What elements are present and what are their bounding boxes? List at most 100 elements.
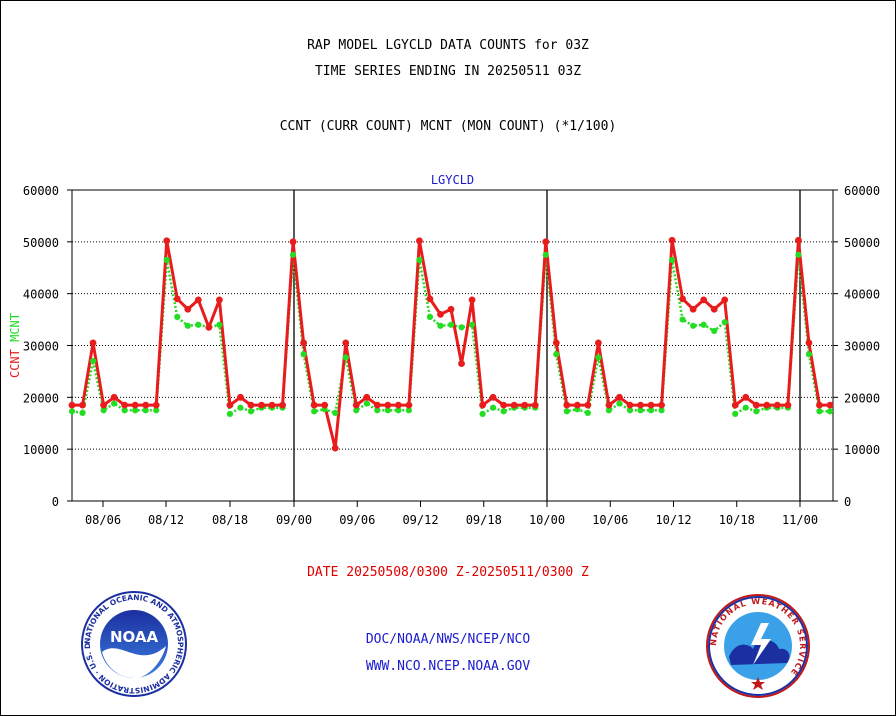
x-tick-label: 10/12 bbox=[655, 513, 691, 527]
data-point-ccnt bbox=[563, 401, 571, 409]
x-tick-label: 09/06 bbox=[339, 513, 375, 527]
data-point-mcnt bbox=[100, 407, 107, 414]
x-tick-label: 09/00 bbox=[276, 513, 312, 527]
data-point-ccnt bbox=[626, 401, 634, 409]
x-tick-label: 08/06 bbox=[85, 513, 121, 527]
data-point-mcnt bbox=[395, 407, 402, 414]
x-tick-label: 10/00 bbox=[529, 513, 565, 527]
y-tick-label-left: 30000 bbox=[23, 340, 59, 354]
website-link[interactable]: WWW.NCO.NCEP.NOAA.GOV bbox=[365, 659, 531, 674]
data-point-mcnt bbox=[311, 408, 318, 415]
data-point-ccnt bbox=[173, 295, 181, 303]
y-tick-label-right: 0 bbox=[844, 495, 851, 509]
data-point-ccnt bbox=[647, 401, 655, 409]
data-point-ccnt bbox=[405, 401, 413, 409]
data-point-mcnt bbox=[468, 321, 476, 328]
chart-title-line1: RAP MODEL LGYCLD DATA COUNTS for 03Z bbox=[307, 38, 589, 53]
y-axis-label-mcnt: MCNT bbox=[8, 313, 22, 342]
data-point-mcnt bbox=[753, 408, 760, 415]
data-point-ccnt bbox=[184, 305, 192, 313]
data-point-ccnt bbox=[763, 401, 771, 409]
y-tick-label-left: 20000 bbox=[23, 391, 59, 405]
data-point-ccnt bbox=[258, 401, 265, 409]
y-tick-label-right: 30000 bbox=[844, 340, 880, 354]
data-point-ccnt bbox=[426, 295, 434, 303]
data-point-ccnt bbox=[215, 296, 223, 304]
data-point-mcnt bbox=[542, 251, 549, 258]
data-point-mcnt bbox=[668, 256, 676, 264]
data-point-mcnt bbox=[363, 400, 370, 407]
y-tick-label-left: 10000 bbox=[23, 443, 59, 457]
data-point-ccnt bbox=[795, 236, 802, 244]
data-point-ccnt bbox=[152, 401, 160, 409]
data-point-mcnt bbox=[195, 321, 202, 328]
org-path-link[interactable]: DOC/NOAA/NWS/NCEP/NCO bbox=[365, 632, 531, 647]
data-point-ccnt bbox=[110, 393, 118, 401]
x-tick-label: 11/00 bbox=[782, 513, 818, 527]
data-point-mcnt bbox=[374, 407, 381, 414]
chart-subtitle: CCNT (CURR COUNT) MCNT (MON COUNT) (*1/1… bbox=[279, 119, 617, 134]
data-point-mcnt bbox=[163, 256, 170, 264]
data-point-ccnt bbox=[79, 401, 86, 409]
data-point-ccnt bbox=[752, 401, 760, 409]
data-point-ccnt bbox=[310, 401, 318, 409]
data-point-ccnt bbox=[247, 401, 255, 409]
y-tick-label-right: 50000 bbox=[844, 236, 880, 250]
data-point-mcnt bbox=[68, 408, 76, 415]
data-point-ccnt bbox=[668, 236, 676, 244]
x-tick-label: 08/12 bbox=[148, 513, 184, 527]
data-point-mcnt bbox=[658, 407, 665, 414]
data-point-mcnt bbox=[700, 321, 707, 328]
data-point-ccnt bbox=[510, 401, 518, 409]
data-point-ccnt bbox=[394, 401, 402, 409]
data-point-ccnt bbox=[773, 401, 781, 409]
y-axis-label: CCNT MCNT bbox=[8, 313, 22, 378]
y-axis-label-group: CCNT MCNT bbox=[8, 313, 22, 378]
data-point-ccnt bbox=[300, 339, 308, 347]
x-tick-label: 09/12 bbox=[402, 513, 438, 527]
data-point-mcnt bbox=[563, 408, 570, 415]
data-point-mcnt bbox=[79, 409, 86, 416]
data-point-ccnt bbox=[131, 401, 139, 409]
data-point-mcnt bbox=[332, 409, 339, 416]
x-tick-label: 08/18 bbox=[212, 513, 248, 527]
time-series-plot: 0 0 10000 10000 20000 20000 30000 30000 40000 400… bbox=[8, 173, 880, 527]
data-point-mcnt bbox=[616, 400, 623, 407]
x-tick-label: 10/18 bbox=[719, 513, 755, 527]
data-point-ccnt bbox=[552, 339, 560, 347]
data-point-ccnt bbox=[531, 401, 539, 409]
data-point-ccnt bbox=[226, 401, 234, 409]
nws-logo-icon: NATIONAL WEATHER SERVICE bbox=[706, 594, 810, 698]
data-point-ccnt bbox=[121, 401, 129, 409]
data-point-ccnt bbox=[542, 238, 550, 246]
data-point-ccnt bbox=[826, 401, 834, 409]
data-point-mcnt bbox=[384, 407, 391, 414]
data-point-mcnt bbox=[184, 322, 191, 329]
noaa-logo-icon: NATIONAL OCEANIC AND ATMOSPHERIC ADMINIS… bbox=[80, 590, 187, 697]
data-point-ccnt bbox=[500, 401, 508, 409]
data-point-ccnt bbox=[479, 401, 486, 409]
y-tick-label-left: 50000 bbox=[23, 236, 59, 250]
data-point-ccnt bbox=[616, 393, 623, 401]
data-point-ccnt bbox=[373, 401, 381, 409]
x-tick-label: 10/06 bbox=[592, 513, 628, 527]
data-point-ccnt bbox=[489, 393, 497, 401]
data-point-mcnt bbox=[721, 319, 728, 326]
data-point-mcnt bbox=[447, 321, 455, 328]
data-point-ccnt bbox=[573, 401, 581, 409]
data-point-ccnt bbox=[721, 296, 729, 304]
chart-title: LGYCLD bbox=[431, 173, 474, 187]
data-point-mcnt bbox=[711, 327, 718, 335]
y-axis-label-ccnt: CCNT bbox=[8, 342, 22, 378]
data-point-ccnt bbox=[100, 401, 107, 409]
data-point-ccnt bbox=[89, 339, 97, 347]
data-point-ccnt bbox=[331, 444, 339, 452]
data-point-mcnt bbox=[121, 407, 128, 414]
data-point-ccnt bbox=[605, 401, 613, 409]
data-point-mcnt bbox=[679, 316, 686, 323]
y-tick-label-right: 10000 bbox=[844, 443, 880, 457]
data-point-mcnt bbox=[490, 404, 497, 411]
data-point-ccnt bbox=[68, 401, 76, 409]
data-point-mcnt bbox=[742, 404, 749, 411]
y-tick-label-right: 60000 bbox=[844, 184, 880, 198]
